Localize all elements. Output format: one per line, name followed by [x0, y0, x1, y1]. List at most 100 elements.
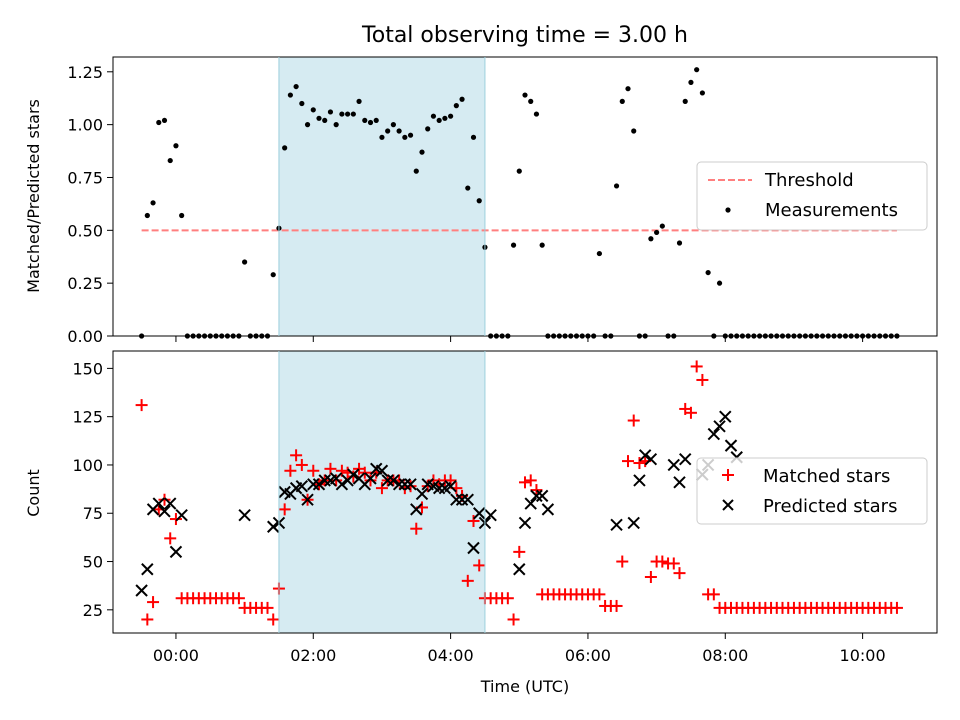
- predicted-star-point: [312, 478, 326, 491]
- matched-star-point: [707, 588, 720, 601]
- matched-star-point: [684, 406, 697, 419]
- measurement-point: [448, 113, 454, 119]
- predicted-star-point: [432, 481, 446, 495]
- measurement-point: [179, 212, 185, 219]
- measurement-point: [333, 122, 339, 128]
- matched-star-point: [232, 592, 245, 605]
- legend-threshold-label: Threshold: [764, 170, 854, 191]
- predicted-star-point: [152, 497, 165, 510]
- top-y-tick-label: 0.75: [67, 168, 103, 187]
- measurement-point: [419, 149, 425, 155]
- measurement-point: [413, 168, 419, 174]
- measurement-point: [528, 98, 534, 104]
- measurement-point: [659, 223, 665, 229]
- matched-star-point: [278, 503, 291, 516]
- measurement-point: [539, 242, 545, 248]
- matched-star-point: [467, 514, 480, 527]
- predicted-star-point: [318, 474, 331, 487]
- top-y-axis: 0.00 0.25 0.50 0.75 1.00 1.25: [67, 63, 113, 346]
- measurement-point: [362, 117, 368, 124]
- top-y-tick-label: 0.00: [67, 327, 103, 346]
- predicted-star-point: [238, 508, 251, 522]
- measurement-point: [430, 113, 437, 119]
- bottom-y-axis: 25 50 75 100 125 150: [72, 359, 113, 620]
- matched-star-point: [330, 474, 343, 487]
- predicted-star-point: [667, 458, 680, 472]
- measurement-point: [350, 111, 356, 117]
- top-legend-box: [696, 161, 928, 231]
- matched-star-point: [375, 482, 388, 495]
- predicted-star-point: [404, 478, 417, 491]
- predicted-star-point: [673, 476, 686, 489]
- measurement-point: [299, 100, 305, 107]
- measurement-point: [453, 103, 459, 109]
- predicted-star-point: [335, 478, 349, 491]
- predicted-star-point: [484, 508, 497, 522]
- legend-measurements-swatch: [725, 207, 731, 213]
- matched-star-point: [135, 399, 148, 412]
- measurement-point: [339, 111, 345, 117]
- matched-star-point: [501, 592, 514, 605]
- measurement-point: [459, 96, 465, 102]
- predicted-star-point: [719, 410, 732, 423]
- measurement-point: [425, 126, 431, 132]
- predicted-star-point: [135, 584, 148, 597]
- predicted-star-point: [518, 516, 532, 530]
- matched-star-point: [690, 360, 703, 373]
- measurement-point: [287, 92, 293, 98]
- matched-star-point: [335, 464, 348, 477]
- predicted-star-point: [375, 464, 389, 477]
- matched-star-point: [627, 414, 640, 427]
- measurement-point: [596, 250, 602, 257]
- measurement-point: [442, 115, 448, 121]
- predicted-star-point: [530, 489, 543, 503]
- matched-star-point: [524, 474, 537, 487]
- x-axis-label: Time (UTC): [480, 677, 569, 696]
- top-observing-window-shade: [278, 57, 485, 336]
- matched-star-point: [656, 555, 669, 568]
- measurement-point: [407, 132, 414, 138]
- predicted-star-point: [169, 545, 183, 559]
- top-x-ticks: [175, 336, 864, 342]
- legend-predicted-label: Predicted stars: [763, 496, 897, 517]
- predicted-star-point: [644, 452, 658, 466]
- measurement-point: [356, 98, 362, 104]
- measurement-point: [304, 122, 311, 128]
- predicted-star-point: [679, 452, 692, 466]
- bottom-y-tick-label: 125: [72, 408, 103, 427]
- measurement-point: [156, 119, 162, 126]
- predicted-star-point: [461, 493, 474, 506]
- measurement-point: [682, 98, 688, 104]
- predicted-star-point: [610, 518, 623, 532]
- matched-star-point: [358, 466, 371, 479]
- predicted-star-point: [627, 516, 640, 530]
- matched-star-point: [324, 462, 337, 475]
- bottom-y-tick-label: 25: [83, 601, 103, 620]
- measurement-point: [510, 242, 517, 248]
- top-y-axis-label: Matched/Predicted stars: [24, 99, 43, 293]
- matched-star-point: [364, 474, 377, 487]
- measurement-point: [322, 117, 328, 124]
- measurement-point: [242, 259, 248, 265]
- x-tick-label: 00:00: [153, 646, 199, 665]
- measurement-point: [619, 98, 625, 104]
- top-axes-frame: [112, 56, 938, 337]
- legend-predicted-swatch: [722, 499, 734, 511]
- matched-star-point: [530, 484, 543, 497]
- matched-star-point: [461, 574, 474, 587]
- predicted-star-point: [381, 474, 394, 487]
- predicted-star-point: [535, 489, 549, 503]
- measurement-point: [436, 117, 442, 124]
- predicted-star-point: [724, 439, 738, 452]
- matched-star-point: [593, 588, 606, 601]
- measurement-point: [631, 128, 637, 134]
- matched-star-point: [610, 599, 623, 612]
- predicted-star-point: [158, 505, 171, 518]
- measurement-point: [648, 236, 654, 242]
- matched-star-point: [164, 532, 177, 545]
- bottom-y-tick-label: 100: [72, 456, 103, 475]
- matched-star-point: [519, 476, 531, 489]
- predicted-star-point: [473, 507, 486, 520]
- bottom-panel: 25 50 75 100 125 150 00:00 02:00 04:00 06:00 08:0…: [24, 350, 938, 696]
- measurement-point: [161, 117, 168, 124]
